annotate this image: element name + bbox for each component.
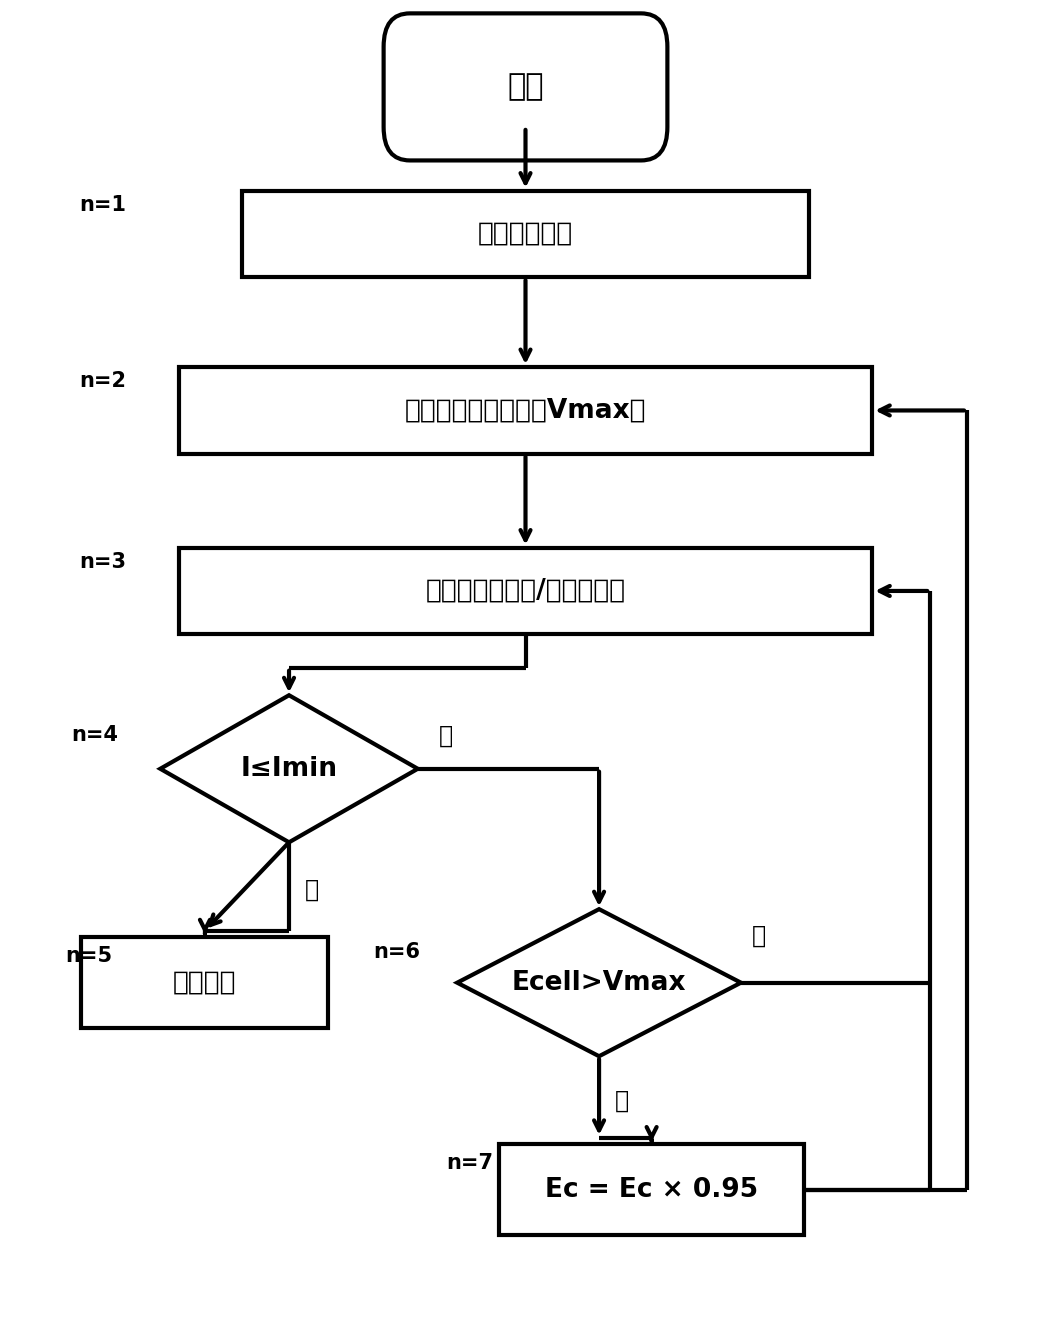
Polygon shape [161, 695, 418, 842]
Text: 开始: 开始 [508, 72, 543, 102]
Text: n=1: n=1 [79, 195, 126, 214]
Polygon shape [457, 909, 741, 1056]
Bar [242, 191, 809, 278]
Text: 否: 否 [439, 723, 453, 747]
Text: 检测电池温度: 检测电池温度 [478, 221, 573, 247]
Text: 是: 是 [615, 1088, 628, 1112]
Text: Ecell>Vmax: Ecell>Vmax [512, 969, 686, 996]
Text: n=7: n=7 [447, 1154, 494, 1173]
Text: n=4: n=4 [71, 726, 119, 745]
Text: 开始进行定电压/定电流充电: 开始进行定电压/定电流充电 [426, 578, 625, 604]
Text: n=3: n=3 [79, 552, 126, 571]
Bar [179, 548, 872, 634]
Text: n=5: n=5 [65, 947, 112, 965]
Text: n=6: n=6 [373, 943, 420, 961]
Text: 否: 否 [751, 924, 765, 948]
Text: 是: 是 [305, 878, 318, 901]
Bar [82, 937, 328, 1028]
Text: n=2: n=2 [79, 372, 126, 390]
Text: 结束充电: 结束充电 [173, 969, 236, 996]
Bar [179, 366, 872, 455]
FancyBboxPatch shape [384, 13, 667, 160]
Text: 确定最大设定电压（Vmax）: 确定最大设定电压（Vmax） [405, 397, 646, 424]
Text: I≤Imin: I≤Imin [241, 755, 337, 782]
Bar [499, 1144, 804, 1235]
Text: Ec = Ec × 0.95: Ec = Ec × 0.95 [545, 1177, 758, 1203]
